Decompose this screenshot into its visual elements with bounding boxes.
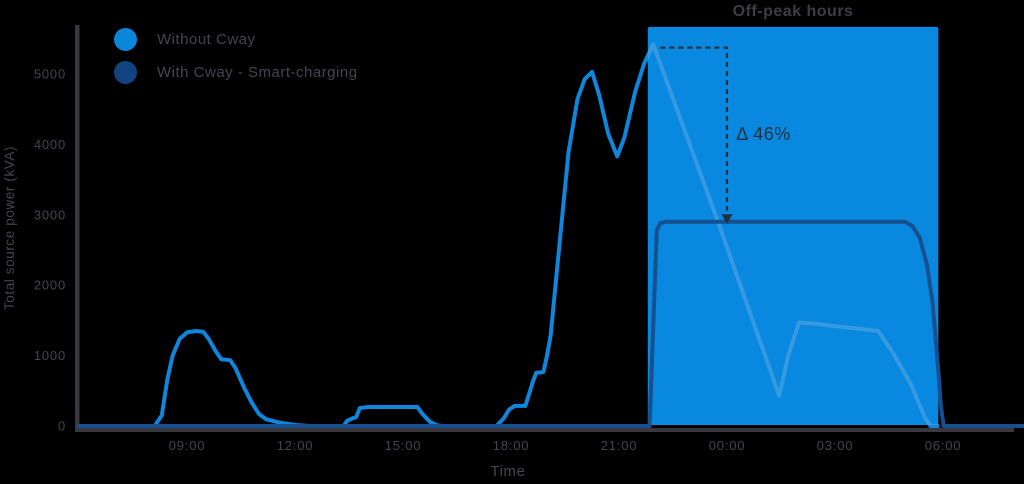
offpeak-hours-label: Off-peak hours: [732, 3, 854, 20]
legend-item-without-cway: Without Cway: [114, 27, 358, 51]
legend-label-with-cway: With Cway - Smart-charging: [157, 63, 358, 81]
y-tick-label: 0: [58, 419, 66, 434]
legend-item-with-cway: With Cway - Smart-charging: [114, 60, 358, 84]
delta-annotation-label: Δ 46%: [736, 123, 791, 144]
legend: Without Cway With Cway - Smart-charging: [114, 27, 358, 84]
x-tick-label: 18:00: [493, 438, 530, 453]
offpeak-region: [647, 26, 939, 425]
x-tick-label: 06:00: [925, 438, 962, 453]
delta-arrowhead-icon: [721, 214, 733, 224]
with-cway-line: [77, 219, 1024, 428]
y-tick-label: 4000: [34, 137, 66, 152]
y-tick-label: 5000: [34, 67, 66, 82]
x-tick-label: 03:00: [817, 438, 854, 453]
x-tick-label: 09:00: [169, 438, 206, 453]
y-tick-label: 1000: [34, 348, 66, 363]
x-tick-label: 00:00: [709, 438, 746, 453]
x-tick-label: 12:00: [277, 438, 314, 453]
legend-label-without-cway: Without Cway: [157, 30, 256, 48]
y-axis-title: Total source power (kVA): [2, 146, 17, 310]
x-tick-label: 21:00: [601, 438, 638, 453]
y-axis-line: [75, 25, 80, 432]
legend-dot-without-cway-icon: [114, 27, 137, 51]
y-tick-label: 3000: [34, 207, 66, 222]
x-tick-label: 15:00: [385, 438, 422, 453]
y-tick-label: 2000: [34, 278, 66, 293]
x-axis-title: Time: [490, 463, 525, 480]
x-axis-line: [75, 428, 1014, 432]
delta-arrow-dashed-line: [660, 46, 729, 215]
legend-dot-with-cway-icon: [114, 60, 137, 84]
